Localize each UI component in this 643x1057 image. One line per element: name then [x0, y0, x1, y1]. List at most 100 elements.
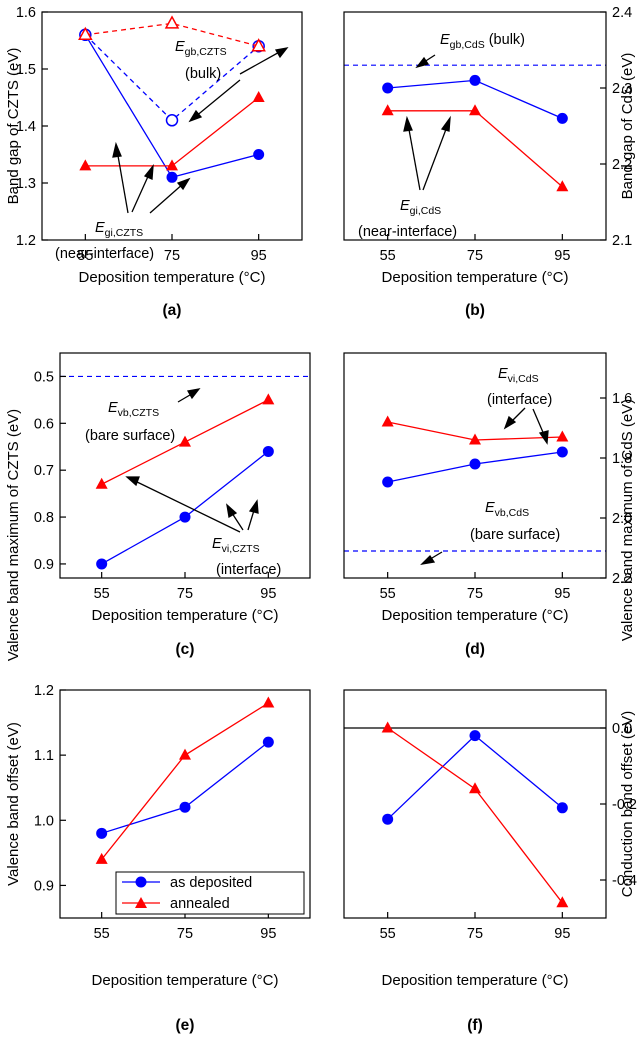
- panel-f-point-as_deposited-55: [382, 814, 393, 825]
- panel-f-point-annealed-75: [469, 782, 481, 793]
- arrow-a-5: [150, 183, 184, 213]
- panel-b-xtick-label: 75: [467, 248, 483, 264]
- panel-f-frame: [344, 690, 606, 918]
- arrowhead-a-3: [113, 144, 121, 157]
- panel-e-label: (e): [176, 1017, 195, 1034]
- panel-e-ylabel: Valence band offset (eV): [5, 722, 22, 886]
- arrowhead-a-2: [190, 111, 201, 121]
- legend-marker-as-deposited: [136, 877, 147, 888]
- panel-a-point-annealed_near_interface-95: [253, 91, 265, 102]
- panel-c-ytick-label: 0.8: [34, 510, 54, 526]
- annotation-egb-czts-line2: (bulk): [185, 66, 221, 82]
- panel-f-xtick-label: 95: [554, 926, 570, 942]
- panel-d-point-as_deposited-75: [470, 459, 481, 470]
- annotation-evb-czts: Evb,CZTS: [108, 400, 159, 419]
- arrowhead-b-3: [442, 118, 450, 131]
- panel-f-marks: [344, 722, 606, 908]
- panel-c-ytick-label: 0.7: [34, 463, 54, 479]
- panel-c-point-annealed-95: [262, 393, 274, 404]
- panel-c-point-annealed-55: [96, 478, 108, 489]
- panel-e-point-as_deposited-75: [180, 802, 191, 813]
- panel-b-point-as_deposited-75: [470, 75, 481, 86]
- panel-d-ylabel: Valence band maximum of CdS (eV): [619, 399, 636, 641]
- arrowhead-d-2: [540, 431, 548, 443]
- annotation-evb-cds: Evb,CdS: [485, 500, 529, 519]
- panel-a-series-line-annealed_near_interface: [85, 98, 258, 166]
- arrowhead-c-3: [227, 505, 236, 517]
- panel-a-xtick-label: 75: [164, 248, 180, 264]
- panel-e-xtick-label: 55: [94, 926, 110, 942]
- panel-b-series-line-annealed: [388, 111, 563, 187]
- panel-c-ytick-label: 0.9: [34, 557, 54, 573]
- panel-c-label: (c): [176, 641, 195, 658]
- panel-e-point-as_deposited-95: [263, 737, 274, 748]
- panel-c-xtick-label: 95: [260, 586, 276, 602]
- panel-c-point-as_deposited-95: [263, 446, 274, 457]
- arrow-b-2: [408, 124, 420, 190]
- panel-e-point-as_deposited-55: [96, 828, 107, 839]
- annotation-egi-cds: Egi,CdS: [400, 198, 441, 217]
- panel-f-ylabel: Conduction band offset (eV): [619, 711, 636, 898]
- panel-f-point-as_deposited-95: [557, 802, 568, 813]
- panel-a-series-line-as_deposited_near_interface: [85, 35, 258, 178]
- panel-a-point-annealed_near_interface-75: [166, 159, 178, 170]
- panel-d-label: (d): [465, 641, 485, 658]
- panel-c-point-annealed-75: [179, 436, 191, 447]
- panel-c-xlabel: Deposition temperature (°C): [92, 607, 279, 624]
- annotation-egb-cds: Egb,CdS (bulk): [440, 32, 525, 51]
- panel-b-point-as_deposited-95: [557, 113, 568, 124]
- panel-e-ytick-label: 1.2: [34, 683, 54, 699]
- panel-b-xtick-label: 95: [554, 248, 570, 264]
- panel-a-xtick-label: 95: [251, 248, 267, 264]
- panel-d-point-as_deposited-95: [557, 447, 568, 458]
- panel-f-point-as_deposited-75: [470, 730, 481, 741]
- panel-f-xlabel: Deposition temperature (°C): [382, 972, 569, 989]
- panel-e-ytick-label: 0.9: [34, 878, 54, 894]
- panel-b-ytick-label: 2.1: [612, 233, 632, 249]
- panel-e-xtick-label: 75: [177, 926, 193, 942]
- panel-d-xlabel: Deposition temperature (°C): [382, 607, 569, 624]
- panel-c-xtick-label: 55: [94, 586, 110, 602]
- panel-c-ytick-label: 0.5: [34, 369, 54, 385]
- panel-b-marks: [344, 65, 606, 191]
- annotation-evi-czts-line2: (interface): [216, 562, 281, 578]
- panel-a-ytick-label: 1.2: [16, 233, 36, 249]
- panel-a-ylabel: Band gap of CZTS (eV): [5, 48, 22, 205]
- annotation-egi-czts-line2: (near-interface): [55, 246, 154, 262]
- panel-f-label: (f): [467, 1017, 483, 1034]
- arrowhead-c-4: [250, 501, 258, 513]
- panel-c: 55 75 95 0.5 0.6 0.7 0.8 0.9 Valence band maxim…: [5, 353, 310, 661]
- panel-c-point-as_deposited-75: [180, 512, 191, 523]
- panel-b-xtick-label: 55: [380, 248, 396, 264]
- panel-f-series-line-as_deposited: [388, 736, 563, 820]
- arrow-c-2: [133, 480, 240, 532]
- panel-e-point-annealed-95: [262, 697, 274, 708]
- annotation-evi-cds-line2: (interface): [487, 392, 552, 408]
- arrowhead-a-1: [276, 48, 287, 57]
- legend-label-annealed: annealed: [170, 896, 230, 912]
- panel-f: 55 75 950.0-0.2-0.4 Conduction band offset…: [344, 690, 637, 1034]
- arrowhead-c-1: [188, 389, 199, 398]
- panel-b-xlabel: Deposition temperature (°C): [382, 269, 569, 286]
- panel-a-point-as_deposited_near_interface-75: [167, 172, 178, 183]
- panel-b-ytick-label: 2.4: [612, 5, 632, 21]
- annotation-egb-czts: Egb,CZTS: [175, 39, 227, 58]
- arrowhead-c-2: [127, 477, 139, 485]
- panel-b-label: (b): [465, 302, 485, 319]
- arrow-b-3: [423, 124, 448, 190]
- arrow-a-3: [117, 150, 128, 213]
- annotation-egi-cds-line2: (near-interface): [358, 224, 457, 240]
- arrow-a-1: [240, 50, 283, 74]
- panel-c-ytick-label: 0.6: [34, 416, 54, 432]
- panel-d-xtick-label: 75: [467, 586, 483, 602]
- annotation-evi-cds: Evi,CdS: [498, 366, 539, 385]
- arrow-a-4: [132, 172, 150, 212]
- panel-a-xlabel: Deposition temperature (°C): [79, 269, 266, 286]
- panel-e-ytick-label: 1.1: [34, 748, 54, 764]
- annotation-egi-czts: Egi,CZTS: [95, 220, 143, 239]
- annotation-evb-cds-line2: (bare surface): [470, 527, 560, 543]
- annotation-evi-czts: Evi,CZTS: [212, 536, 260, 555]
- panel-c-xtick-label: 75: [177, 586, 193, 602]
- panel-f-xtick-label: 75: [467, 926, 483, 942]
- panel-d-ticks: 55 75 951.61.82.02.2: [380, 391, 633, 602]
